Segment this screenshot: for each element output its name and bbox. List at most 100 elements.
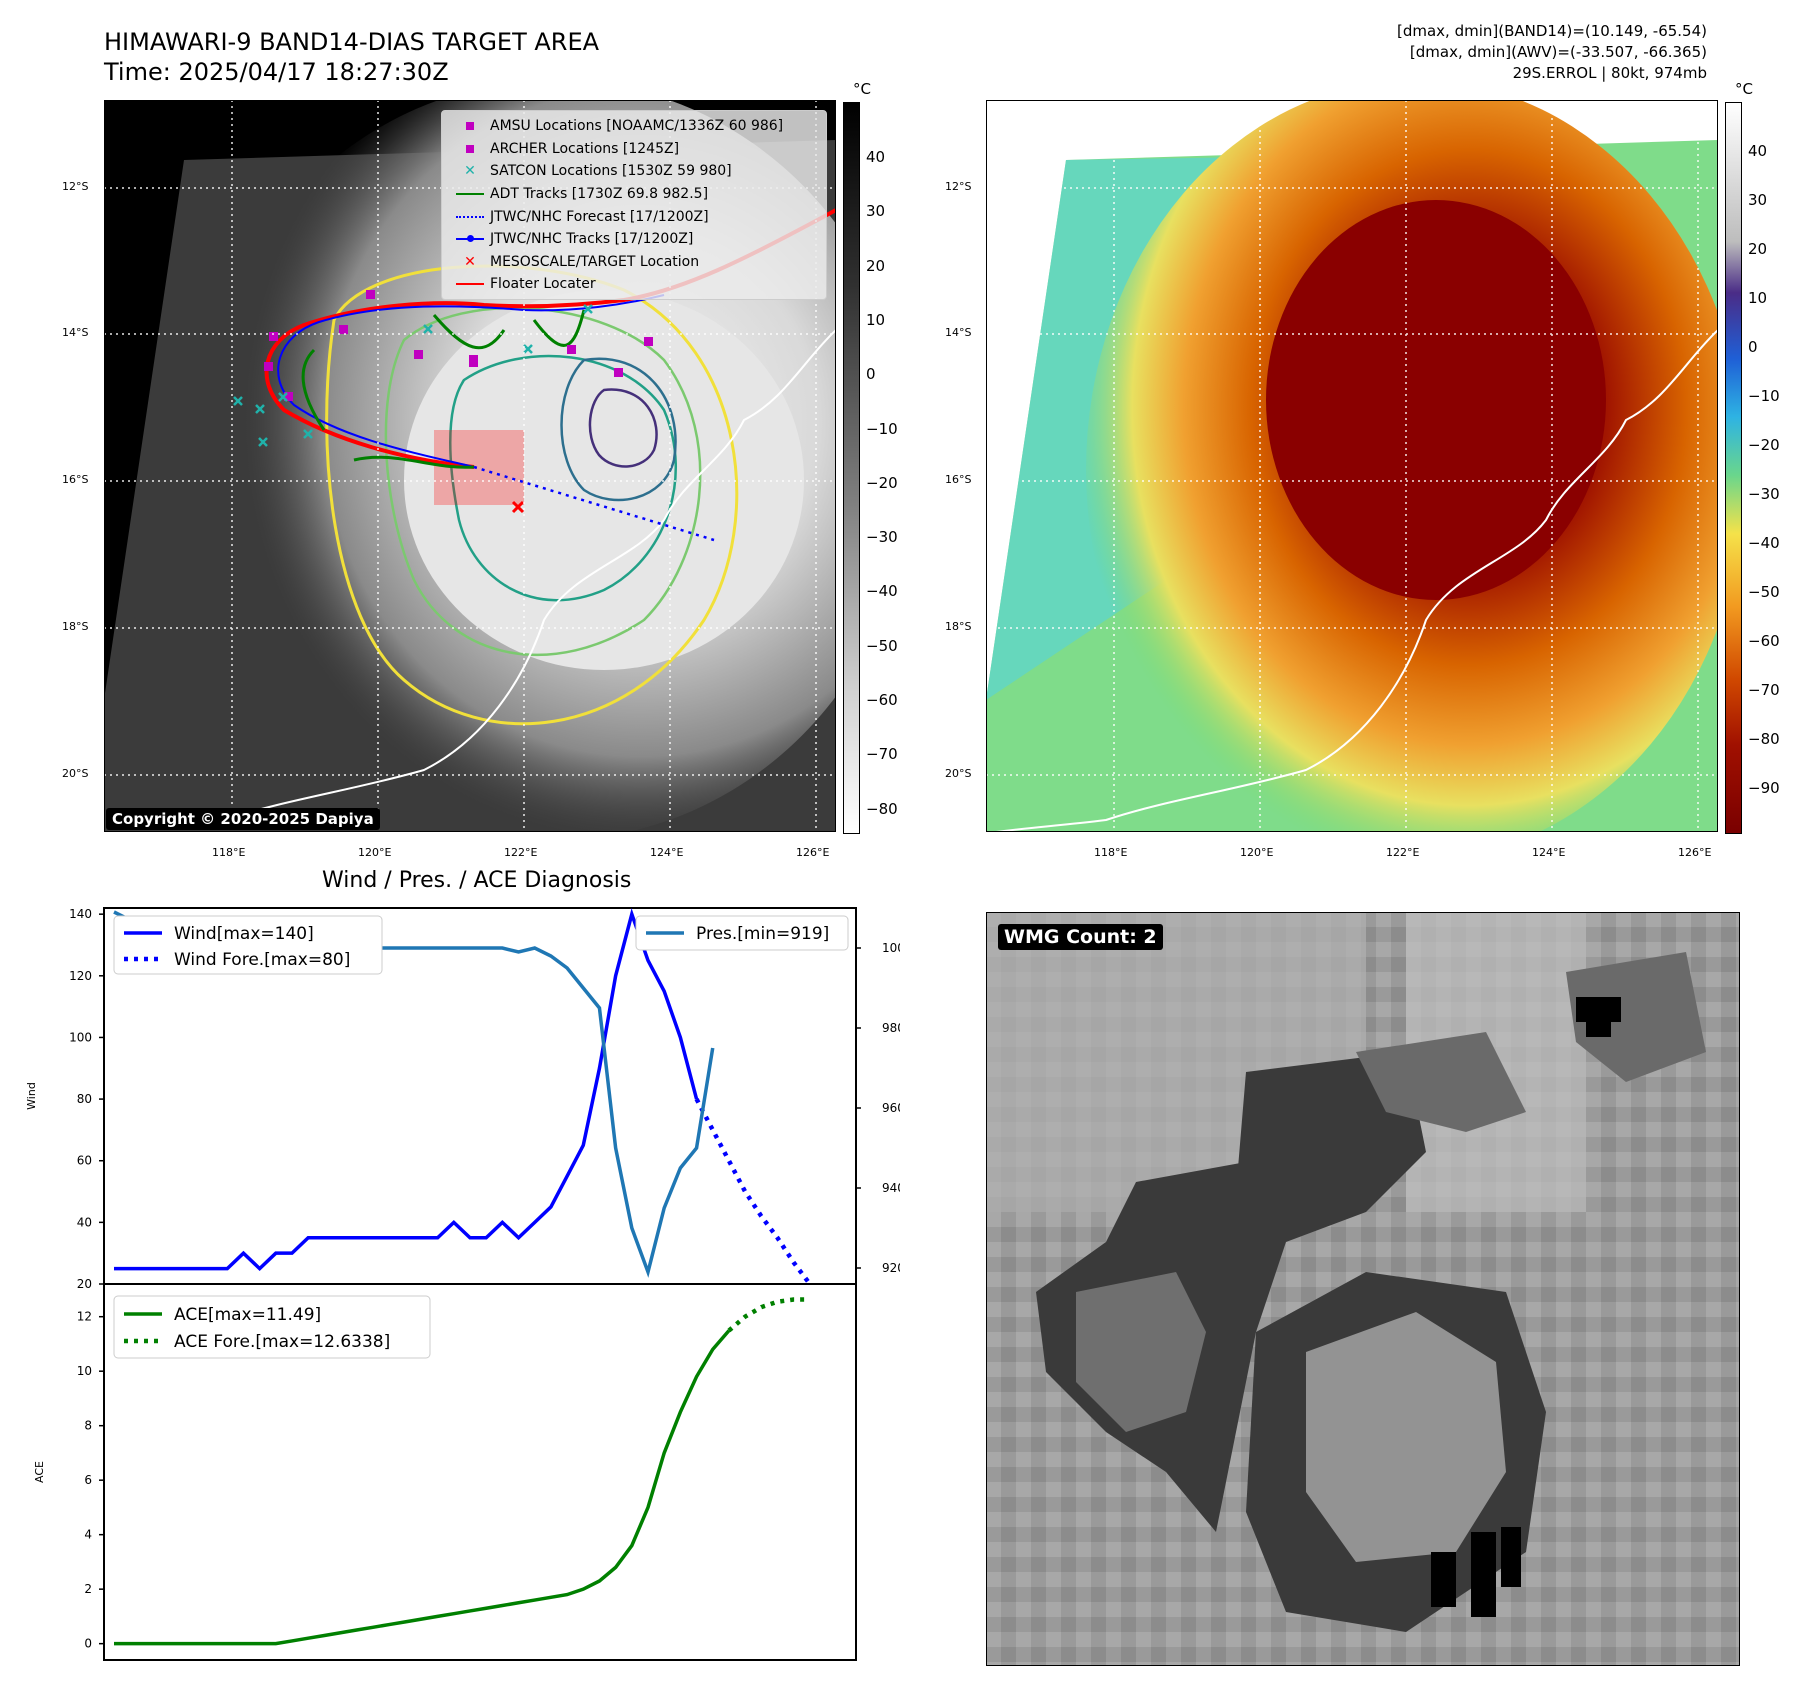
pressure-legend-box bbox=[635, 915, 849, 951]
legend-label: ARCHER Locations [1245Z] bbox=[490, 140, 680, 157]
legend-marker-icon bbox=[450, 186, 490, 202]
lat-tick-label: 12°S bbox=[62, 180, 89, 193]
legend-label: SATCON Locations [1530Z 59 980] bbox=[490, 163, 732, 180]
lon-tick-label: 122°E bbox=[504, 846, 538, 859]
ace-legend-box bbox=[113, 1295, 431, 1359]
ace-series-line bbox=[114, 1329, 731, 1646]
colorbar-tick-label: −70 bbox=[866, 745, 898, 764]
wind-series-line bbox=[114, 908, 699, 1272]
diagnosis-title: Wind / Pres. / ACE Diagnosis bbox=[322, 868, 632, 893]
legend-label: JTWC/NHC Tracks [17/1200Z] bbox=[490, 231, 694, 248]
colorbar-tick-label: 0 bbox=[866, 365, 876, 384]
wind-legend-box bbox=[113, 915, 383, 975]
legend-label: Floater Locater bbox=[490, 276, 596, 293]
lat-tick-label: 12°S bbox=[945, 180, 972, 193]
lat-tick-label: 18°S bbox=[62, 620, 89, 633]
colorbar-tick-label: 0 bbox=[1748, 338, 1758, 356]
colorbar-color bbox=[1725, 102, 1742, 834]
legend-label: Wind Fore.[max=80] bbox=[174, 950, 350, 970]
colorbar-tick-label: −80 bbox=[1748, 730, 1780, 748]
colorbar-tick-label: −10 bbox=[866, 419, 898, 438]
colorbar-tick-label: −30 bbox=[866, 528, 898, 547]
lon-tick-label: 122°E bbox=[1386, 846, 1420, 859]
y-tick-label: 60 bbox=[77, 1154, 92, 1168]
y-tick-label: 8 bbox=[84, 1419, 92, 1433]
lon-tick-label: 124°E bbox=[650, 846, 684, 859]
y-tick-label: 4 bbox=[84, 1528, 92, 1542]
ace-forecast-line bbox=[727, 1297, 810, 1333]
y-tick-label: 80 bbox=[77, 1092, 92, 1106]
legend-marker-icon: ✕ bbox=[464, 163, 476, 180]
map-legend: AMSU Locations [NOAAMC/1336Z 60 986] ARCH… bbox=[441, 110, 827, 300]
lon-tick-label: 118°E bbox=[212, 846, 246, 859]
legend-item: JTWC/NHC Tracks [17/1200Z] bbox=[450, 228, 826, 251]
colorbar-tick-label: −40 bbox=[866, 582, 898, 601]
diagnosis-chart: 204060801001201409209409609801000WindPre… bbox=[25, 907, 900, 1661]
colorbar-tick-label: −50 bbox=[866, 636, 898, 655]
legend-item: JTWC/NHC Forecast [17/1200Z] bbox=[450, 205, 826, 228]
copyright-badge: Copyright © 2020-2025 Dapiya bbox=[106, 808, 380, 830]
y-tick-label: 140 bbox=[69, 907, 92, 921]
y-tick-label: 10 bbox=[77, 1364, 92, 1378]
colorbar-tick-label: −90 bbox=[1748, 779, 1780, 797]
colorbar-tick-label: 30 bbox=[866, 202, 886, 221]
colorbar-tick-label: −30 bbox=[1748, 485, 1780, 503]
legend-marker-icon bbox=[450, 141, 490, 157]
legend-item: ✕ SATCON Locations [1530Z 59 980] bbox=[450, 160, 826, 183]
legend-marker-icon bbox=[450, 231, 490, 247]
y-tick-label: 12 bbox=[77, 1310, 92, 1324]
colorbar-tick-label: 10 bbox=[1748, 289, 1768, 307]
stats-line-2: [dmax, dmin](AWV)=(-33.507, -66.365) bbox=[1409, 43, 1707, 61]
colorbar-gray bbox=[843, 102, 860, 834]
legend-item: ADT Tracks [1730Z 69.8 982.5] bbox=[450, 183, 826, 206]
colorbar-tick-label: −60 bbox=[866, 691, 898, 709]
y-tick-label: 100 bbox=[69, 1030, 92, 1044]
y-axis-label: ACE bbox=[33, 1461, 46, 1483]
lon-tick-label: 126°E bbox=[796, 846, 830, 859]
ir-color-map bbox=[986, 100, 1718, 832]
lat-tick-label: 20°S bbox=[62, 767, 89, 780]
legend-item: Floater Locater bbox=[450, 273, 826, 296]
y-right-tick-label: 980 bbox=[882, 1021, 900, 1035]
figure-title: HIMAWARI-9 BAND14-DIAS TARGET AREA bbox=[104, 28, 600, 56]
lat-tick-label: 16°S bbox=[945, 473, 972, 486]
stats-line-3: 29S.ERROL | 80kt, 974mb bbox=[1512, 64, 1707, 82]
colorbar-color-unit: °C bbox=[1735, 80, 1753, 98]
colorbar-tick-label: −80 bbox=[866, 799, 898, 818]
y-right-tick-label: 1000 bbox=[882, 941, 900, 955]
lat-tick-label: 16°S bbox=[62, 473, 89, 486]
colorbar-tick-label: 30 bbox=[1748, 191, 1768, 209]
stats-line-1: [dmax, dmin](BAND14)=(10.149, -65.54) bbox=[1396, 22, 1707, 40]
y-right-tick-label: 940 bbox=[882, 1181, 900, 1195]
y-tick-label: 120 bbox=[69, 969, 92, 983]
colorbar-tick-label: −20 bbox=[1748, 436, 1780, 454]
y-tick-label: 2 bbox=[84, 1582, 92, 1596]
colorbar-tick-label: −20 bbox=[866, 473, 898, 492]
colorbar-tick-label: 20 bbox=[866, 256, 886, 275]
wind-forecast-line bbox=[694, 1098, 812, 1286]
lon-tick-label: 124°E bbox=[1532, 846, 1566, 859]
legend-marker-icon bbox=[450, 276, 490, 292]
lat-tick-label: 20°S bbox=[945, 767, 972, 780]
y-tick-label: 6 bbox=[84, 1473, 92, 1487]
legend-label: Pres.[min=919] bbox=[696, 924, 829, 944]
y-right-tick-label: 960 bbox=[882, 1101, 900, 1115]
lon-tick-label: 120°E bbox=[358, 846, 392, 859]
legend-marker-icon: ✕ bbox=[464, 253, 476, 270]
wmg-panel bbox=[986, 912, 1740, 1666]
legend-label: JTWC/NHC Forecast [17/1200Z] bbox=[490, 208, 709, 225]
legend-label: AMSU Locations [NOAAMC/1336Z 60 986] bbox=[490, 118, 784, 135]
y-axis-label: Wind bbox=[25, 1082, 38, 1110]
colorbar-tick-label: −50 bbox=[1748, 583, 1780, 601]
legend-item: ARCHER Locations [1245Z] bbox=[450, 138, 826, 161]
colorbar-tick-label: −40 bbox=[1748, 534, 1780, 552]
legend-label: ACE[max=11.49] bbox=[174, 1305, 321, 1325]
colorbar-tick-label: −70 bbox=[1748, 681, 1780, 699]
colorbar-tick-label: −10 bbox=[1748, 387, 1780, 405]
colorbar-tick-label: 10 bbox=[866, 310, 886, 329]
lon-tick-label: 120°E bbox=[1240, 846, 1274, 859]
colorbar-tick-label: 20 bbox=[1748, 240, 1768, 258]
colorbar-gray-unit: °C bbox=[853, 80, 871, 98]
legend-label: ADT Tracks [1730Z 69.8 982.5] bbox=[490, 186, 709, 203]
colorbar-tick-label: −60 bbox=[1748, 632, 1780, 650]
